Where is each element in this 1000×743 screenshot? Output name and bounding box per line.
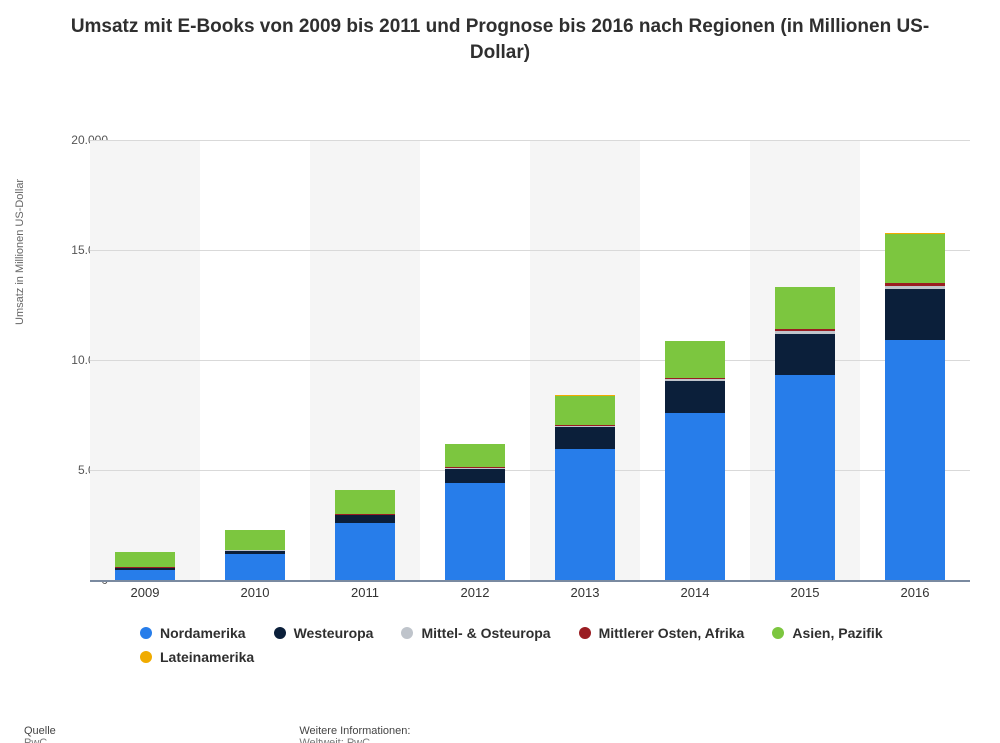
legend-item: Nordamerika	[140, 625, 246, 641]
legend: Nordamerika Westeuropa Mittel- & Osteuropa…	[140, 625, 900, 665]
bar-slot	[860, 140, 970, 580]
bar-segment	[445, 483, 506, 580]
bar-segment	[555, 396, 616, 425]
bar-segment	[775, 287, 836, 329]
bar	[665, 341, 726, 581]
chart-title: Umsatz mit E-Books von 2009 bis 2011 und…	[0, 0, 1000, 65]
bar-segment	[335, 515, 396, 523]
bar-slot	[750, 140, 860, 580]
x-tick-label: 2016	[860, 585, 970, 600]
legend-swatch	[579, 627, 591, 639]
info-line: Weltweit; PwC	[299, 737, 410, 743]
bar-segment	[885, 289, 946, 341]
legend-swatch	[772, 627, 784, 639]
bar	[555, 395, 616, 580]
bar-segment	[225, 554, 286, 580]
bar-segment	[225, 530, 286, 550]
bar	[115, 552, 176, 581]
bar-segment	[115, 552, 176, 568]
x-tick-label: 2012	[420, 585, 530, 600]
bar-slot	[310, 140, 420, 580]
bar-segment	[885, 340, 946, 580]
bar	[885, 233, 946, 580]
bar-segment	[445, 444, 506, 467]
bar-slot	[640, 140, 750, 580]
bar-segment	[665, 413, 726, 580]
legend-item: Westeuropa	[274, 625, 374, 641]
x-tick-label: 2011	[310, 585, 420, 600]
bar-slot	[200, 140, 310, 580]
footer: Quelle PwC © Statista 2024 Weitere Infor…	[24, 725, 974, 743]
x-tick-label: 2010	[200, 585, 310, 600]
x-axis-line	[90, 580, 970, 582]
bar-segment	[335, 523, 396, 580]
legend-item: Lateinamerika	[140, 649, 254, 665]
legend-swatch	[140, 627, 152, 639]
x-tick-label: 2009	[90, 585, 200, 600]
bar	[445, 444, 506, 580]
bar	[225, 530, 286, 580]
plot-area	[90, 140, 970, 580]
bar-segment	[115, 570, 176, 581]
bar-segment	[665, 341, 726, 377]
legend-label: Lateinamerika	[160, 649, 254, 665]
info-head: Weitere Informationen:	[299, 725, 410, 737]
legend-label: Westeuropa	[294, 625, 374, 641]
legend-label: Nordamerika	[160, 625, 246, 641]
bar-segment	[775, 334, 836, 375]
x-tick-label: 2014	[640, 585, 750, 600]
bar	[335, 490, 396, 581]
bar-segment	[555, 449, 616, 580]
legend-swatch	[274, 627, 286, 639]
source-head: Quelle	[24, 725, 99, 737]
bar-segment	[335, 490, 396, 514]
x-tick-label: 2013	[530, 585, 640, 600]
source-block: Quelle PwC © Statista 2024	[24, 725, 99, 743]
bar-slot	[420, 140, 530, 580]
bar-segment	[445, 469, 506, 483]
legend-swatch	[401, 627, 413, 639]
y-axis-label: Umsatz in Millionen US-Dollar	[14, 179, 26, 325]
legend-label: Mittlerer Osten, Afrika	[599, 625, 745, 641]
legend-swatch	[140, 651, 152, 663]
bar-segment	[775, 375, 836, 581]
source-line-1: PwC	[24, 737, 99, 743]
bar	[775, 287, 836, 581]
bar-segment	[555, 427, 616, 449]
x-axis: 20092010201120122013201420152016	[90, 585, 970, 600]
legend-item: Mittlerer Osten, Afrika	[579, 625, 745, 641]
x-tick-label: 2015	[750, 585, 860, 600]
legend-label: Mittel- & Osteuropa	[421, 625, 550, 641]
legend-item: Mittel- & Osteuropa	[401, 625, 550, 641]
bar-slot	[530, 140, 640, 580]
bar-segment	[885, 234, 946, 282]
legend-item: Asien, Pazifik	[772, 625, 882, 641]
bar-segment	[665, 381, 726, 413]
bar-slot	[90, 140, 200, 580]
legend-label: Asien, Pazifik	[792, 625, 882, 641]
info-block: Weitere Informationen: Weltweit; PwC	[299, 725, 410, 743]
